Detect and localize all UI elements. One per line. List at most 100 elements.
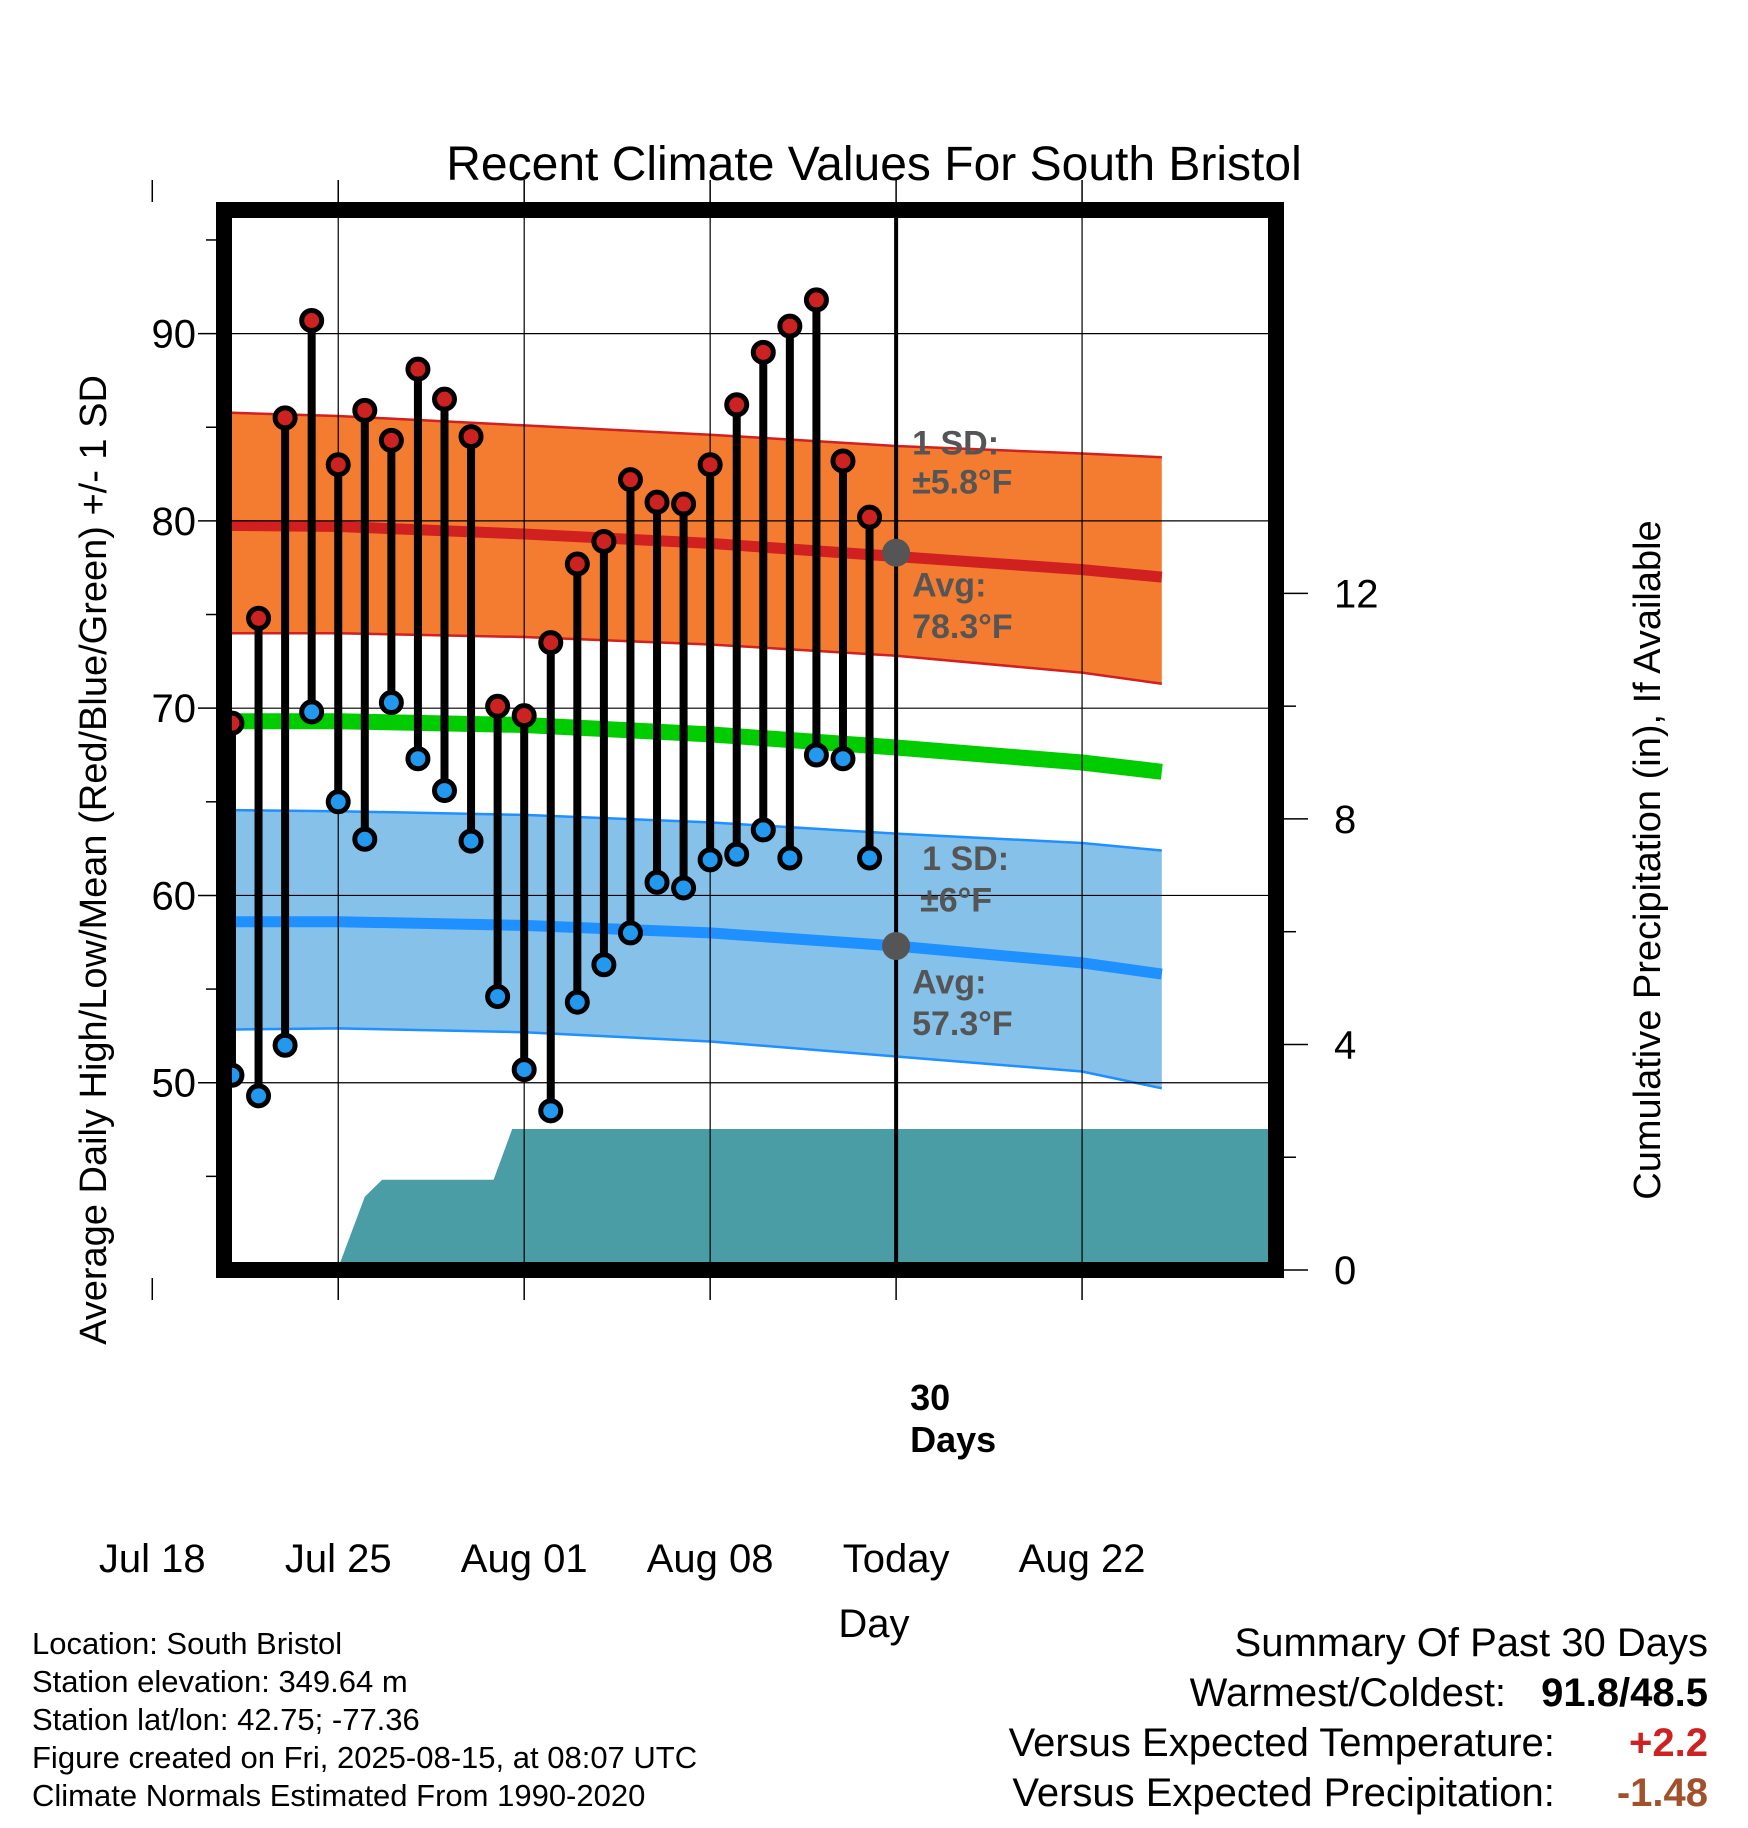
daily-low-point [591,952,617,978]
daily-low-point [431,778,457,804]
low-sd-band-upper-edge [224,808,1162,852]
y2-tick-label: 0 [1334,1249,1356,1293]
x-tick-label: Aug 22 [1019,1537,1146,1581]
low-sd-label: 1 SD: [922,840,1009,878]
daily-low-point [777,845,803,871]
daily-low-point [272,1032,298,1058]
daily-low-point [644,869,670,895]
daily-low-point [511,1057,537,1083]
daily-high-point [169,428,189,448]
station-info: Location: South Bristol Station elevatio… [32,1625,697,1815]
daily-high-point [830,448,856,474]
daily-high-point [538,630,564,656]
daily-low-point [458,828,484,854]
daily-high-point [378,427,404,453]
daily-low-point [116,811,136,831]
high-sd-band-upper-edge [224,411,1162,459]
daily-high-point [644,489,670,515]
high-sd-band-lower-edge [224,632,1162,686]
daily-low-point [352,826,378,852]
low-sd-band-lower-edge [224,1027,1163,1090]
daily-high-point [617,467,643,493]
low-avg-value: 57.3°F [912,1005,1013,1043]
daily-low-point [142,1039,162,1059]
warm-cold-value: 91.8/48.5 [1541,1671,1708,1715]
x-tick-label: Aug 01 [461,1537,588,1581]
daily-low-point [671,875,697,901]
days-count-label: 30 [910,1377,950,1418]
daily-low-point [485,984,511,1010]
daily-low-point [697,847,723,873]
mean-line [224,713,1163,780]
y-tick-label: 50 [152,1062,197,1106]
daily-high-point [142,657,162,677]
x-tick-label: Jul 18 [99,1537,206,1581]
temp-value: +2.2 [1629,1721,1708,1765]
daily-high-point [325,452,351,478]
chart-title: Recent Climate Values For South Bristol [446,138,1301,191]
warm-cold-label: Warmest/Coldest: [1189,1671,1507,1715]
x-tick-label: Today [843,1537,950,1581]
location-text: Location: South Bristol [32,1626,343,1661]
daily-high-point [272,405,298,431]
high-sd-label: 1 SD: [912,424,999,462]
daily-low-point [405,746,431,772]
x-tick-label: Aug 08 [647,1537,774,1581]
daily-high-point [511,703,537,729]
daily-high-point [697,452,723,478]
created-text: Figure created on Fri, 2025-08-15, at 08… [32,1740,698,1775]
daily-low-point [857,845,883,871]
daily-high-point [564,551,590,577]
elevation-text: Station elevation: 349.64 m [32,1664,408,1699]
daily-low-point [803,742,829,768]
daily-high-point [431,386,457,412]
daily-low-point [617,920,643,946]
daily-high-point [777,313,803,339]
daily-high-point [116,473,136,493]
daily-high-point [458,424,484,450]
x-axis-label: Day [838,1602,909,1646]
y-axis-label: Average Daily High/Low/Mean (Red/Blue/Gr… [73,375,115,1345]
daily-low-point [378,690,404,716]
daily-high-point [485,693,511,719]
daily-low-point [830,746,856,772]
high-sd-value: ±5.8°F [912,464,1012,502]
normals-text: Climate Normals Estimated From 1990-2020 [32,1778,646,1813]
warm-cold-row: Warmest/Coldest: 91.8/48.5 [1009,1668,1708,1718]
y2-tick-label: 12 [1334,572,1379,616]
precip-area [224,1129,1276,1270]
summary-panel: Summary Of Past 30 Days Warmest/Coldest:… [1009,1618,1708,1818]
daily-high-point [750,339,776,365]
daily-high-point [857,504,883,530]
daily-low-point [724,841,750,867]
high-avg-value: 78.3°F [912,608,1013,646]
latlon-text: Station lat/lon: 42.75; -77.36 [32,1702,420,1737]
high-sd-band [224,412,1162,684]
daily-high-point [246,605,272,631]
y-tick-label: 60 [152,874,197,918]
daily-low-point [246,1083,272,1109]
high-avg-line [224,519,1163,583]
low-avg-label: Avg: [912,964,986,1002]
y2-tick-label: 8 [1334,798,1356,842]
y2-axis-label: Cumulative Precipitation (in), If Availa… [1627,520,1669,1199]
x-tick-label: Jul 25 [285,1537,392,1581]
temp-row: Versus Expected Temperature: +2.2 [1009,1718,1708,1768]
daily-high-point [803,287,829,313]
temp-label: Versus Expected Temperature: [1008,1721,1555,1765]
daily-high-point [405,356,431,382]
plot-content [116,210,1276,1270]
daily-high-point [352,397,378,423]
y2-tick-label: 4 [1334,1023,1356,1067]
today-low-avg-marker [882,932,911,961]
daily-low-point [538,1098,564,1124]
daily-low-point [195,824,215,844]
y-tick-label: 80 [152,500,197,544]
precip-label: Versus Expected Precipitation: [1012,1771,1555,1815]
high-avg-label: Avg: [912,567,986,605]
daily-high-point [671,491,697,517]
plot-frame [216,202,1284,1278]
daily-low-point [325,789,351,815]
